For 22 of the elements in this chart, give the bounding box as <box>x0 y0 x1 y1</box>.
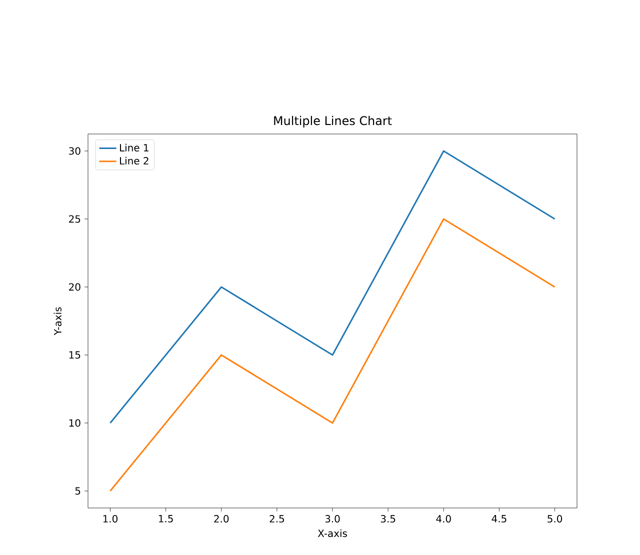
y-tick-label: 20 <box>69 283 80 291</box>
x-axis-title: X-axis <box>318 529 347 538</box>
y-tick-label: 5 <box>75 487 80 495</box>
line-series <box>109 150 556 424</box>
legend-label: Line 1 <box>120 144 148 152</box>
x-tick-label: 4.0 <box>436 514 451 523</box>
x-tick-label: 5.0 <box>548 514 562 523</box>
y-tick-label: 15 <box>69 351 80 359</box>
x-tick-label: 3.5 <box>380 514 396 523</box>
x-tick-label: 2.0 <box>214 514 229 523</box>
legend-label: Line 2 <box>120 156 148 165</box>
y-tick-label: 10 <box>69 419 80 427</box>
y-tick-label: 30 <box>69 147 80 155</box>
x-tick-label: 3.0 <box>325 514 340 523</box>
x-tick-label: 4.5 <box>492 515 506 522</box>
x-tick-label: 1.5 <box>158 515 173 522</box>
line-series <box>109 218 556 492</box>
x-tick-label: 1.0 <box>103 514 118 523</box>
x-tick-label: 2.5 <box>270 514 284 523</box>
y-axis-title: Y-axis <box>54 307 62 336</box>
chart-title: Multiple Lines Chart <box>274 116 392 128</box>
y-tick-label: 25 <box>69 215 80 223</box>
